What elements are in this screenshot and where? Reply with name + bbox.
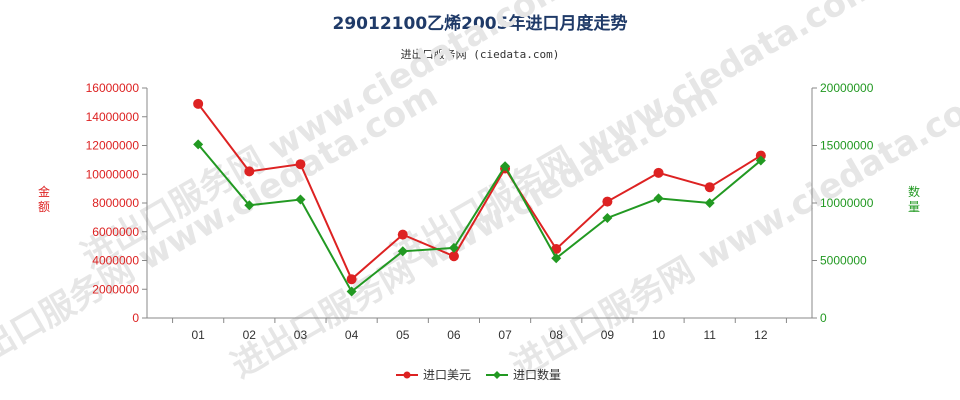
left-tick-label: 10000000	[86, 167, 140, 181]
x-tick-label: 05	[396, 328, 410, 342]
series-line-1	[197, 103, 762, 281]
series-line-2	[197, 143, 762, 294]
data-point-quantity	[346, 286, 357, 297]
left-axis-title: 金额	[38, 184, 50, 214]
watermark-text: 进出口服务网 www.ciedata.com	[0, 75, 444, 387]
x-tick-label: 01	[191, 328, 205, 342]
left-tick-label: 6000000	[92, 225, 139, 239]
x-tick-label: 06	[447, 328, 461, 342]
data-point-value	[653, 167, 664, 178]
data-point-value	[244, 166, 255, 177]
data-point-value	[295, 159, 306, 170]
data-point-value	[551, 244, 562, 254]
x-tick-label: 08	[550, 328, 564, 342]
right-tick-label: 10000000	[820, 196, 874, 210]
left-tick-label: 12000000	[86, 139, 140, 153]
data-point-value	[193, 98, 204, 109]
data-point-quantity	[500, 161, 511, 172]
left-tick-label: 8000000	[92, 196, 139, 210]
data-point-quantity	[193, 139, 204, 150]
legend-marker-value	[403, 371, 411, 379]
data-point-quantity	[244, 200, 255, 211]
x-tick-label: 03	[294, 328, 308, 342]
data-point-quantity	[653, 193, 664, 204]
x-tick-label: 10	[652, 328, 666, 342]
right-tick-label: 0	[820, 311, 827, 325]
data-point-value	[704, 182, 715, 193]
left-tick-label: 0	[132, 311, 139, 325]
data-point-quantity	[295, 194, 306, 205]
x-tick-label: 02	[243, 328, 257, 342]
data-point-quantity	[704, 198, 715, 208]
x-tick-label: 04	[345, 328, 359, 342]
left-tick-label: 2000000	[92, 282, 139, 296]
data-point-value	[346, 274, 357, 285]
right-tick-label: 5000000	[820, 254, 867, 268]
data-point-value	[448, 251, 459, 262]
data-point-quantity	[755, 155, 766, 166]
right-tick-label: 15000000	[820, 139, 874, 153]
left-tick-label: 4000000	[92, 254, 139, 268]
x-tick-label: 07	[498, 328, 512, 342]
data-point-quantity	[397, 246, 408, 257]
right-axis-title: 数量	[908, 184, 920, 214]
chart-subtitle: 进出口服务网 (ciedata.com)	[400, 48, 560, 61]
watermark-text: 进出口服务网 www.ciedata.com	[505, 75, 960, 387]
legend-marker-quantity	[493, 371, 501, 379]
chart-title: 29012100乙烯2005年进口月度走势	[332, 14, 628, 34]
data-point-quantity	[448, 242, 459, 253]
x-tick-label: 09	[601, 328, 615, 342]
left-tick-label: 14000000	[86, 110, 140, 124]
right-tick-label: 20000000	[820, 81, 874, 95]
data-point-value	[602, 196, 613, 207]
legend-label-1: 进口美元	[423, 368, 471, 382]
left-tick-label: 16000000	[86, 81, 140, 95]
data-point-quantity	[551, 253, 562, 264]
x-tick-label: 11	[703, 328, 716, 342]
data-point-quantity	[602, 212, 613, 223]
data-point-value	[397, 229, 408, 240]
x-tick-label: 12	[754, 328, 768, 342]
legend-label-2: 进口数量	[513, 367, 561, 382]
